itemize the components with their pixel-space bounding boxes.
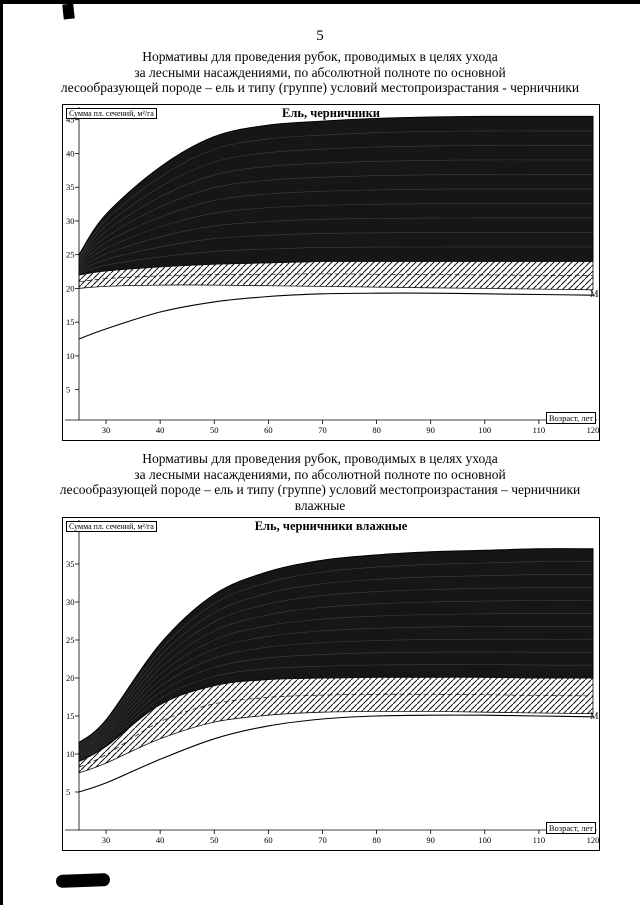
svg-text:35: 35 (66, 559, 75, 569)
svg-text:120: 120 (587, 835, 599, 845)
svg-text:5: 5 (66, 385, 70, 395)
svg-text:5: 5 (66, 787, 70, 797)
svg-text:М: М (590, 712, 599, 722)
caption-line: лесообразующей породе – ель и типу (груп… (59, 482, 581, 497)
svg-text:60: 60 (264, 835, 273, 845)
svg-text:40: 40 (156, 835, 165, 845)
svg-text:25: 25 (66, 635, 75, 645)
svg-text:110: 110 (533, 425, 545, 435)
svg-text:30: 30 (66, 597, 75, 607)
x-axis-label: Возраст, лет (545, 822, 596, 834)
svg-text:М: М (590, 290, 599, 300)
svg-text:80: 80 (372, 425, 381, 435)
y-axis-label: Сумма пл. сечений, м²/га (66, 108, 157, 119)
svg-text:30: 30 (102, 835, 111, 845)
caption-line: лесообразующей породе – ель и типу (груп… (60, 80, 580, 95)
svg-text:90: 90 (426, 425, 435, 435)
chart-title: Ель, черничники (281, 106, 381, 120)
svg-text:30: 30 (66, 216, 75, 226)
svg-text:10: 10 (66, 351, 75, 361)
svg-text:60: 60 (264, 425, 273, 435)
svg-text:70: 70 (318, 835, 327, 845)
chart-plot-area: 45 40 35 30 25 20 15 10 5 30 40 50 60 70 80 90 100 110 120… (65, 107, 599, 435)
svg-text:20: 20 (66, 283, 75, 293)
svg-text:30: 30 (102, 425, 111, 435)
svg-text:80: 80 (372, 835, 381, 845)
caption-line: за лесными насаждениями, по абсолютной п… (134, 466, 506, 482)
chart-plot-area: 35 30 25 20 15 10 5 30 40 50 60 70 80 90 100 110 120 М (65, 520, 599, 845)
svg-text:45: 45 (66, 115, 75, 125)
svg-text:50: 50 (210, 425, 219, 435)
y-axis-label: Сумма пл. сечений, м²/га (66, 521, 157, 532)
scan-edge-top (0, 0, 640, 4)
svg-text:100: 100 (478, 835, 491, 845)
svg-text:70: 70 (318, 425, 327, 435)
page-number: 5 (316, 28, 324, 44)
svg-text:15: 15 (66, 317, 75, 327)
scan-mark-top-left (62, 3, 75, 20)
scan-blot-bottom-left (55, 873, 111, 888)
chart-spruce-bilberry-wet: Сумма пл. сечений, м²/га Ель, черничники… (62, 517, 600, 851)
caption-line: Нормативы для проведения рубок, проводим… (142, 49, 498, 64)
svg-text:25: 25 (66, 250, 75, 260)
svg-text:120: 120 (587, 425, 599, 435)
svg-text:40: 40 (66, 148, 75, 158)
svg-text:110: 110 (533, 835, 545, 845)
svg-text:100: 100 (478, 425, 491, 435)
scan-edge-left (0, 0, 3, 905)
figure-caption-2: Нормативы для проведения рубок, проводим… (0, 451, 640, 513)
svg-text:10: 10 (66, 749, 75, 759)
figure-caption-1: Нормативы для проведения рубок, проводим… (0, 49, 640, 96)
svg-text:35: 35 (66, 182, 75, 192)
caption-line: влажные (294, 497, 346, 513)
caption-line: Нормативы для проведения рубок, проводим… (142, 451, 498, 466)
svg-text:50: 50 (210, 835, 219, 845)
chart-spruce-bilberry: Сумма пл. сечений, м²/га Ель, черничники… (62, 104, 600, 441)
chart-title: Ель, черничники влажные (254, 519, 408, 533)
svg-text:20: 20 (66, 673, 75, 683)
x-axis-label: Возраст, лет (545, 412, 596, 424)
svg-text:40: 40 (156, 425, 165, 435)
svg-text:15: 15 (66, 711, 75, 721)
caption-line: за лесными насаждениями, по абсолютной п… (134, 64, 506, 80)
svg-text:90: 90 (426, 835, 435, 845)
